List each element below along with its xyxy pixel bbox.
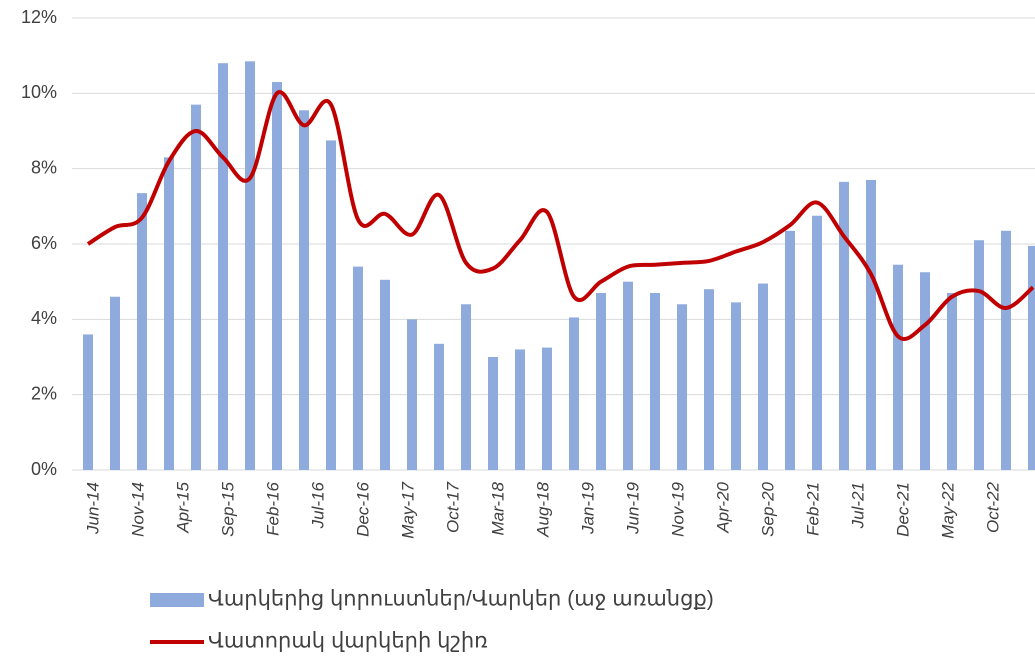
bar	[218, 63, 228, 470]
x-tick-label: Jul-16	[308, 481, 327, 529]
legend-label: Վատորակ վարկերի կշիռ	[208, 630, 488, 653]
bar	[191, 104, 201, 470]
bar	[596, 292, 606, 470]
y-tick-label: 8%	[31, 157, 57, 177]
bar	[110, 296, 120, 470]
x-tick-label: Dec-21	[893, 482, 912, 537]
x-tick-label: Jun-14	[83, 482, 102, 535]
bar	[650, 292, 660, 470]
x-tick-label: Jul-21	[848, 482, 867, 529]
x-tick-label: Apr-20	[713, 481, 732, 533]
bar	[1001, 230, 1011, 470]
bar	[461, 304, 471, 470]
x-tick-label: May-17	[398, 481, 417, 538]
bar	[866, 179, 876, 470]
bar	[380, 279, 390, 470]
x-tick-label: Feb-16	[263, 481, 282, 535]
y-tick-label: 12%	[21, 7, 57, 27]
x-tick-label: Jun-19	[623, 481, 642, 535]
y-tick-label: 0%	[31, 459, 57, 479]
y-tick-label: 10%	[21, 82, 57, 102]
legend-swatch	[150, 593, 204, 607]
bar	[947, 292, 957, 470]
bar	[488, 357, 498, 470]
legend-label: Վարկերից կորուստներ/Վարկեր (աջ առանցք)	[208, 588, 714, 611]
bar	[920, 272, 930, 470]
bar	[137, 193, 147, 470]
bar	[974, 240, 984, 470]
bar	[272, 82, 282, 471]
bar	[515, 349, 525, 470]
bar	[623, 281, 633, 470]
bar	[164, 157, 174, 470]
y-tick-label: 2%	[31, 383, 57, 403]
x-tick-label: Oct-17	[443, 481, 462, 533]
bar	[1028, 245, 1035, 470]
x-tick-label: Sep-15	[218, 481, 237, 536]
bar	[785, 230, 795, 470]
x-tick-label: May-22	[938, 481, 957, 538]
x-tick-label: Jan-19	[578, 481, 597, 535]
bar	[83, 334, 93, 470]
bar	[353, 266, 363, 470]
bar	[569, 317, 579, 470]
x-tick-label: Nov-19	[668, 481, 687, 536]
bar	[758, 283, 768, 470]
bar	[245, 61, 255, 471]
bar	[326, 140, 336, 470]
bar	[893, 264, 903, 470]
x-tick-label: Mar-18	[488, 481, 507, 535]
bar	[542, 347, 552, 470]
bar	[839, 181, 849, 470]
y-tick-label: 4%	[31, 308, 57, 328]
bar	[812, 215, 822, 470]
bar	[434, 343, 444, 470]
x-tick-label: Feb-21	[803, 482, 822, 536]
bar	[677, 304, 687, 470]
bar	[731, 302, 741, 470]
x-tick-label: Apr-15	[173, 481, 192, 533]
bar	[299, 110, 309, 471]
x-tick-label: Dec-16	[353, 481, 372, 536]
x-tick-label: Nov-14	[128, 482, 147, 537]
y-tick-label: 6%	[31, 233, 57, 253]
x-tick-label: Oct-22	[983, 481, 1002, 533]
bar	[704, 289, 714, 470]
line	[86, 90, 1035, 341]
bar	[407, 319, 417, 470]
x-tick-label: Aug-18	[533, 481, 552, 537]
x-tick-label: Sep-20	[758, 481, 777, 536]
